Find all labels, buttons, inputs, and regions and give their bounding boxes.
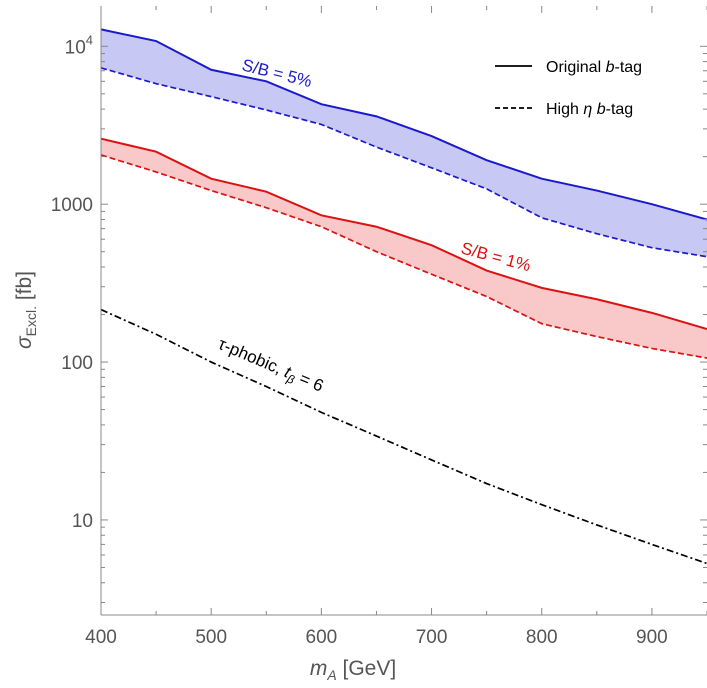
y-tick-label: 10 xyxy=(72,511,93,532)
series-line-4 xyxy=(100,308,707,565)
lines-layer xyxy=(100,28,707,565)
series-line-2 xyxy=(100,137,707,330)
y-tick-label: 100 xyxy=(61,353,93,374)
band-0 xyxy=(101,29,707,257)
x-tick-label: 900 xyxy=(636,627,668,648)
y-tick-label: 1000 xyxy=(51,195,93,216)
y-axis-label: σExcl. [fb] xyxy=(13,271,39,349)
axis-ticks: 400 500 600 700 800 900 10 100 1000 104 xyxy=(51,6,707,648)
y-tick-label: 104 xyxy=(65,32,93,58)
series-line-1 xyxy=(100,67,707,258)
legend-entry-original: Original b-tag xyxy=(546,59,642,76)
x-tick-label: 400 xyxy=(85,627,117,648)
x-tick-label: 800 xyxy=(526,627,558,648)
x-axis-label: mA [GeV] xyxy=(310,657,396,683)
legend-entry-high-eta: High η b-tag xyxy=(546,101,633,118)
legend: Original b-tag High η b-tag xyxy=(495,59,642,118)
bands-layer xyxy=(101,29,707,359)
x-tick-label: 600 xyxy=(306,627,338,648)
x-tick-label: 500 xyxy=(195,627,227,648)
plot-frame xyxy=(100,6,707,616)
series-line-0 xyxy=(100,28,707,221)
x-tick-label: 700 xyxy=(416,627,448,648)
band-1 xyxy=(101,138,707,359)
